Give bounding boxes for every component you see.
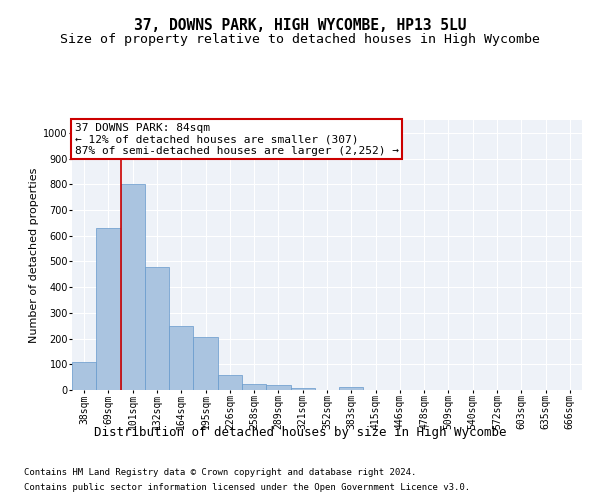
- Bar: [169, 326, 193, 390]
- Bar: [121, 184, 145, 390]
- Bar: [193, 338, 218, 390]
- Bar: [339, 388, 364, 390]
- Y-axis label: Number of detached properties: Number of detached properties: [29, 168, 39, 342]
- Bar: [218, 374, 242, 390]
- Bar: [145, 266, 169, 390]
- Bar: [72, 362, 96, 390]
- Text: Contains public sector information licensed under the Open Government Licence v3: Contains public sector information licen…: [24, 483, 470, 492]
- Text: 37, DOWNS PARK, HIGH WYCOMBE, HP13 5LU: 37, DOWNS PARK, HIGH WYCOMBE, HP13 5LU: [134, 18, 466, 32]
- Bar: [242, 384, 266, 390]
- Text: Size of property relative to detached houses in High Wycombe: Size of property relative to detached ho…: [60, 32, 540, 46]
- Text: Distribution of detached houses by size in High Wycombe: Distribution of detached houses by size …: [94, 426, 506, 439]
- Bar: [266, 386, 290, 390]
- Bar: [96, 228, 121, 390]
- Text: 37 DOWNS PARK: 84sqm
← 12% of detached houses are smaller (307)
87% of semi-deta: 37 DOWNS PARK: 84sqm ← 12% of detached h…: [74, 122, 398, 156]
- Text: Contains HM Land Registry data © Crown copyright and database right 2024.: Contains HM Land Registry data © Crown c…: [24, 468, 416, 477]
- Bar: [290, 388, 315, 390]
